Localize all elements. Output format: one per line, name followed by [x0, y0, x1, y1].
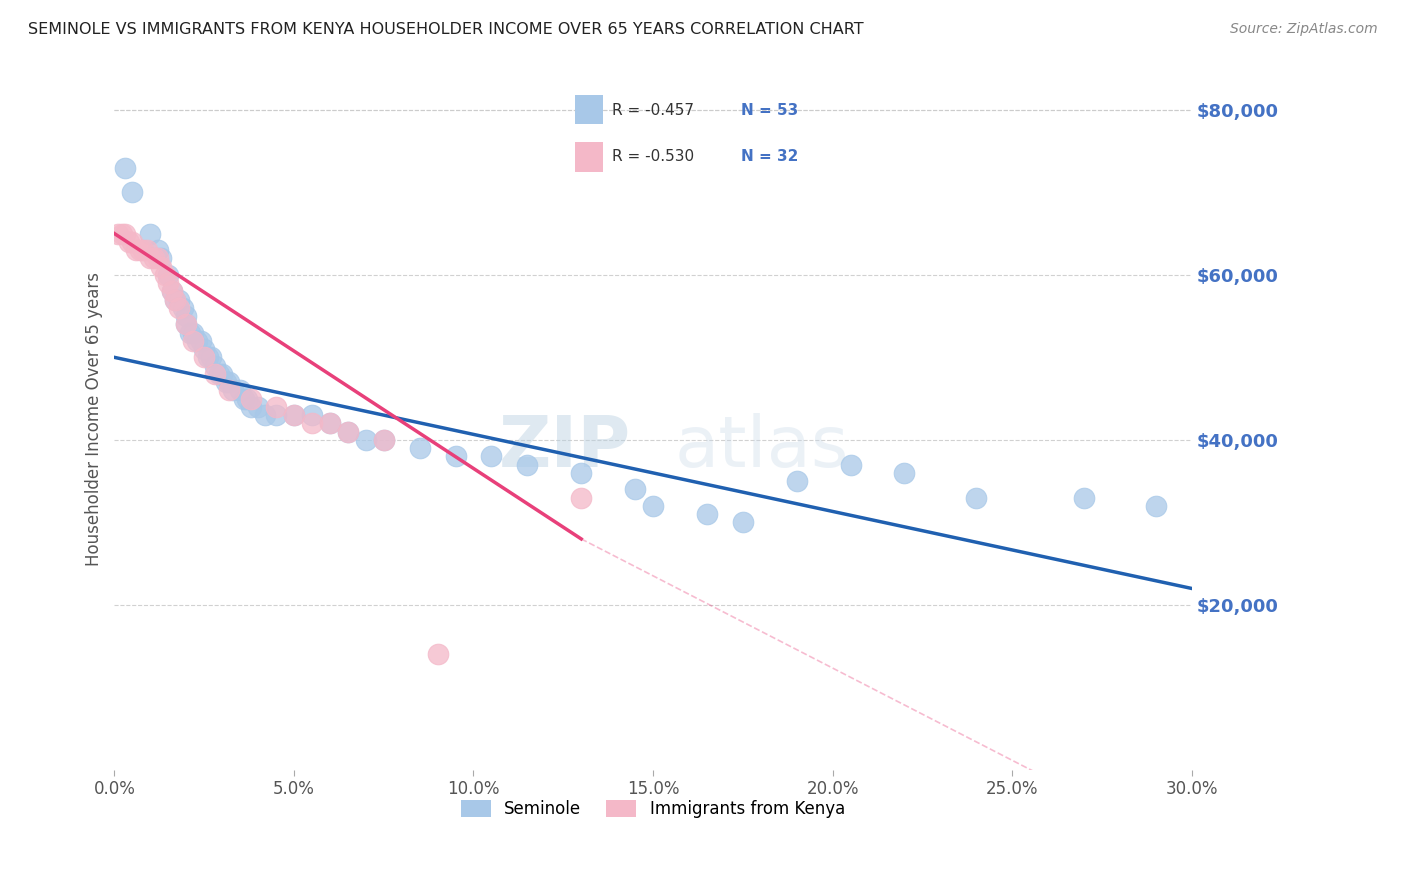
- Point: [157, 276, 180, 290]
- Text: SEMINOLE VS IMMIGRANTS FROM KENYA HOUSEHOLDER INCOME OVER 65 YEARS CORRELATION C: SEMINOLE VS IMMIGRANTS FROM KENYA HOUSEH…: [28, 22, 863, 37]
- Point: [301, 417, 323, 431]
- Point: [426, 648, 449, 662]
- Point: [264, 408, 287, 422]
- Point: [569, 466, 592, 480]
- Point: [569, 491, 592, 505]
- Point: [139, 227, 162, 241]
- Point: [150, 260, 173, 274]
- Point: [893, 466, 915, 480]
- Point: [204, 359, 226, 373]
- Point: [254, 408, 277, 422]
- Point: [142, 252, 165, 266]
- Point: [197, 351, 219, 365]
- Point: [183, 326, 205, 340]
- Point: [215, 375, 238, 389]
- Point: [165, 293, 187, 307]
- Point: [135, 243, 157, 257]
- Point: [373, 433, 395, 447]
- Point: [114, 227, 136, 241]
- Point: [172, 301, 194, 315]
- Point: [211, 367, 233, 381]
- Point: [236, 392, 259, 406]
- Point: [114, 161, 136, 175]
- Point: [174, 318, 197, 332]
- Legend: Seminole, Immigrants from Kenya: Seminole, Immigrants from Kenya: [454, 793, 852, 825]
- Point: [132, 243, 155, 257]
- Point: [107, 227, 129, 241]
- Point: [319, 417, 342, 431]
- Point: [965, 491, 987, 505]
- Point: [1144, 499, 1167, 513]
- Point: [301, 408, 323, 422]
- Point: [153, 268, 176, 282]
- Point: [157, 268, 180, 282]
- Point: [786, 474, 808, 488]
- Point: [373, 433, 395, 447]
- Point: [218, 375, 240, 389]
- Point: [167, 293, 190, 307]
- Point: [731, 516, 754, 530]
- Point: [165, 293, 187, 307]
- Point: [624, 483, 647, 497]
- Point: [207, 367, 229, 381]
- Point: [150, 252, 173, 266]
- Point: [174, 318, 197, 332]
- Point: [186, 334, 208, 348]
- Point: [696, 507, 718, 521]
- Text: atlas: atlas: [675, 413, 849, 482]
- Point: [336, 425, 359, 439]
- Point: [239, 392, 262, 406]
- Point: [239, 400, 262, 414]
- Point: [183, 334, 205, 348]
- Point: [110, 227, 132, 241]
- Point: [264, 400, 287, 414]
- Text: Source: ZipAtlas.com: Source: ZipAtlas.com: [1230, 22, 1378, 37]
- Point: [193, 342, 215, 356]
- Point: [222, 384, 245, 398]
- Point: [128, 243, 150, 257]
- Point: [118, 235, 141, 249]
- Point: [218, 384, 240, 398]
- Point: [179, 326, 201, 340]
- Point: [121, 186, 143, 200]
- Point: [839, 458, 862, 472]
- Point: [125, 243, 148, 257]
- Point: [641, 499, 664, 513]
- Point: [146, 252, 169, 266]
- Point: [160, 285, 183, 299]
- Point: [481, 450, 503, 464]
- Point: [516, 458, 538, 472]
- Point: [444, 450, 467, 464]
- Point: [167, 301, 190, 315]
- Point: [174, 309, 197, 323]
- Text: ZIP: ZIP: [499, 413, 631, 482]
- Point: [160, 285, 183, 299]
- Point: [408, 441, 430, 455]
- Point: [139, 252, 162, 266]
- Point: [283, 408, 305, 422]
- Point: [190, 334, 212, 348]
- Point: [1073, 491, 1095, 505]
- Point: [229, 384, 252, 398]
- Point: [200, 351, 222, 365]
- Point: [247, 400, 270, 414]
- Y-axis label: Householder Income Over 65 years: Householder Income Over 65 years: [86, 272, 103, 566]
- Point: [146, 243, 169, 257]
- Point: [319, 417, 342, 431]
- Point: [204, 367, 226, 381]
- Point: [283, 408, 305, 422]
- Point: [336, 425, 359, 439]
- Point: [354, 433, 377, 447]
- Point: [193, 351, 215, 365]
- Point: [121, 235, 143, 249]
- Point: [232, 392, 254, 406]
